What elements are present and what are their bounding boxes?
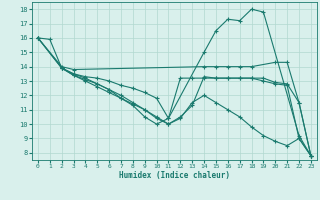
X-axis label: Humidex (Indice chaleur): Humidex (Indice chaleur) [119, 171, 230, 180]
